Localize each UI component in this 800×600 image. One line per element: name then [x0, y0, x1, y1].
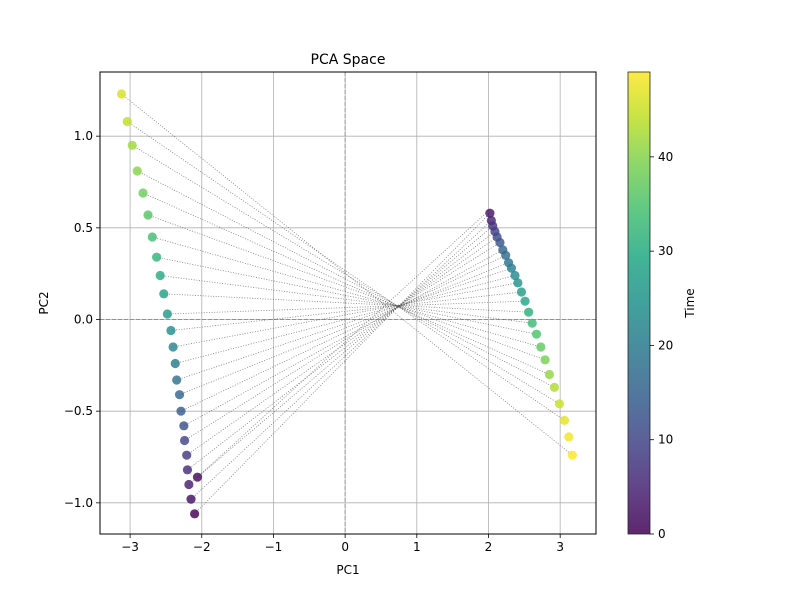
colorbar-ticks: 0 10 20 30 40: [650, 150, 673, 541]
connection-line: [160, 275, 533, 324]
data-point: [166, 325, 176, 336]
x-tick-label: −1: [265, 540, 283, 554]
connection-line: [179, 262, 509, 396]
data-point: [485, 208, 495, 218]
y-tick-label: 0.0: [74, 313, 93, 327]
data-point: [172, 375, 182, 385]
y-tick-label: −1.0: [64, 496, 93, 510]
data-point: [179, 435, 190, 446]
data-points: [116, 89, 577, 519]
x-tick-label: −2: [193, 540, 211, 554]
data-point: [192, 472, 203, 482]
data-point: [527, 318, 537, 328]
x-tick-label: 2: [485, 540, 493, 554]
data-point: [501, 250, 511, 260]
connection-line: [187, 231, 496, 471]
plot-frame: [99, 71, 597, 535]
connection-line: [170, 291, 522, 331]
data-point: [122, 116, 132, 127]
data-point: [162, 309, 172, 319]
connection-line: [184, 242, 501, 441]
chart-title: PCA Space: [311, 52, 386, 68]
data-point: [176, 406, 186, 416]
data-point: [174, 390, 185, 400]
connection-line: [190, 220, 492, 500]
y-tick-label: −0.5: [64, 404, 93, 418]
data-point: [520, 296, 530, 306]
data-point: [182, 450, 192, 460]
data-point: [506, 263, 517, 273]
data-point: [186, 494, 196, 504]
data-point: [182, 465, 193, 475]
colorbar-tick-label: 20: [658, 338, 673, 352]
data-point: [531, 329, 542, 339]
connection-lines: [121, 93, 573, 515]
data-point: [567, 450, 577, 460]
data-point: [116, 89, 127, 99]
data-point: [155, 270, 165, 281]
connection-line: [194, 212, 491, 515]
data-point: [540, 355, 550, 365]
data-point: [127, 140, 137, 150]
connection-line: [147, 214, 546, 361]
x-tick-label: 0: [341, 540, 349, 554]
data-point: [495, 237, 505, 248]
data-point: [536, 342, 546, 352]
colorbar: [627, 71, 651, 535]
x-tick-label: 3: [556, 540, 564, 554]
connection-line: [176, 267, 512, 381]
connection-line: [180, 254, 506, 412]
colorbar-tick-label: 40: [658, 150, 673, 164]
data-point: [147, 232, 157, 242]
data-point: [168, 342, 178, 352]
data-point: [170, 358, 180, 369]
y-axis-label: PC2: [37, 291, 51, 314]
origin-lines: [100, 72, 596, 534]
data-point: [564, 432, 574, 442]
data-point: [184, 479, 194, 490]
connection-line: [132, 144, 560, 405]
data-point: [513, 278, 523, 288]
data-point: [516, 287, 527, 297]
data-point: [549, 382, 560, 392]
x-axis-ticks: −3 −2 −1 0 1 2 3: [121, 534, 564, 554]
connection-line: [186, 236, 498, 456]
data-point: [524, 307, 534, 317]
connection-line: [197, 209, 491, 478]
x-tick-label: 1: [413, 540, 421, 554]
data-point: [510, 270, 520, 281]
data-point: [132, 166, 142, 176]
data-point: [159, 289, 169, 299]
colorbar-tick-label: 10: [658, 433, 673, 447]
colorbar-tick-label: 0: [658, 527, 666, 541]
connection-line: [121, 93, 573, 456]
y-axis-ticks: −1.0 −0.5 0.0 0.5 1.0: [64, 129, 100, 510]
connection-line: [156, 256, 537, 335]
x-tick-label: −3: [121, 540, 139, 554]
data-point: [559, 415, 570, 425]
data-point: [179, 421, 189, 431]
data-point: [152, 252, 162, 262]
y-tick-label: 1.0: [74, 129, 93, 143]
connection-line: [183, 249, 504, 427]
data-point: [544, 369, 555, 380]
x-axis-label: PC1: [336, 563, 359, 577]
data-point: [138, 188, 148, 198]
data-point: [190, 509, 200, 519]
data-point: [554, 399, 565, 409]
data-point: [143, 210, 153, 220]
colorbar-label: Time: [683, 288, 697, 318]
connection-line: [127, 121, 565, 421]
connection-line: [188, 225, 494, 485]
y-tick-label: 0.5: [74, 221, 93, 235]
connection-line: [137, 170, 555, 388]
connection-line: [163, 293, 529, 313]
colorbar-tick-label: 30: [658, 244, 673, 258]
